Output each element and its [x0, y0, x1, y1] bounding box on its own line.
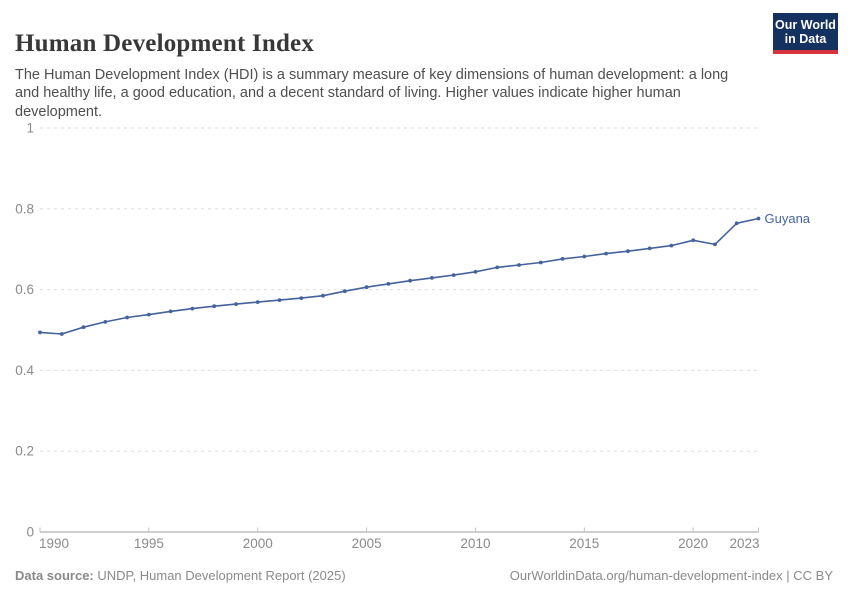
x-tick-label: 2020 [678, 536, 708, 551]
x-tick-label: 2005 [352, 536, 382, 551]
data-point [342, 289, 347, 294]
data-point [321, 293, 325, 298]
data-point [408, 278, 412, 283]
data-point [103, 320, 108, 324]
x-tick-label: 2000 [243, 536, 273, 551]
x-tick-label: 2023 [729, 536, 759, 551]
x-tick-label: 1995 [134, 536, 164, 551]
data-point [234, 302, 238, 306]
data-point [430, 276, 434, 280]
data-point [604, 251, 608, 256]
x-tick-label: 2015 [569, 536, 599, 551]
data-point [59, 332, 64, 336]
data-point [212, 304, 217, 309]
y-tick-label: 0.2 [15, 444, 34, 459]
data-point [364, 285, 369, 290]
owid-logo[interactable]: Our World in Data [773, 13, 838, 54]
y-tick-label: 0.4 [15, 363, 34, 378]
data-point [277, 298, 282, 302]
owid-logo-red-strip [773, 50, 838, 54]
data-point [734, 221, 739, 226]
data-point [147, 312, 151, 317]
line-chart-svg[interactable]: 0 0.2 0.4 0.6 0.8 1 1990 1995 2000 2005 2010 2015 20… [0, 115, 850, 560]
data-point [299, 296, 304, 300]
data-point [669, 243, 674, 248]
series-label: Guyana [765, 211, 811, 226]
data-source-label: Data source: [15, 568, 94, 583]
data-point [517, 263, 521, 267]
data-source-value: UNDP, Human Development Report (2025) [93, 568, 346, 583]
attribution-link[interactable]: OurWorldinData.org/human-development-ind… [509, 568, 833, 583]
owid-logo-line2: in Data [784, 31, 827, 46]
data-point [713, 242, 717, 247]
data-point [473, 269, 478, 274]
data-point [560, 257, 565, 261]
data-point [756, 216, 761, 221]
data-point [81, 325, 86, 330]
data-point [255, 300, 260, 304]
data-point [190, 306, 195, 311]
data-point [582, 254, 587, 259]
data-point [386, 282, 391, 286]
data-point [125, 315, 129, 320]
owid-logo-line1: Our World [775, 17, 836, 32]
data-point [38, 330, 42, 335]
chart-subtitle: The Human Development Index (HDI) is a s… [15, 66, 729, 120]
y-tick-label: 0.6 [15, 282, 34, 297]
chart-footer: Data source: UNDP, Human Development Rep… [15, 568, 833, 583]
y-tick-label: 0.8 [15, 201, 34, 216]
page-title: Human Development Index [15, 29, 315, 57]
chart-area[interactable]: 0 0.2 0.4 0.6 0.8 1 1990 1995 2000 2005 2010 2015 20… [0, 115, 850, 560]
data-point [495, 265, 500, 270]
data-point [691, 238, 696, 243]
x-tick-label: 1990 [39, 536, 69, 551]
data-source-text: Data source: UNDP, Human Development Rep… [15, 568, 346, 583]
owid-logo-box: Our World in Data [773, 13, 838, 50]
data-line [39, 217, 760, 335]
x-tick-label: 2010 [460, 536, 490, 551]
data-point [168, 309, 173, 314]
data-point [451, 273, 456, 277]
data-point [647, 246, 652, 251]
data-point [538, 260, 543, 265]
data-point [626, 249, 630, 254]
y-tick-label: 1 [26, 121, 34, 136]
y-tick-label: 0 [26, 525, 34, 540]
